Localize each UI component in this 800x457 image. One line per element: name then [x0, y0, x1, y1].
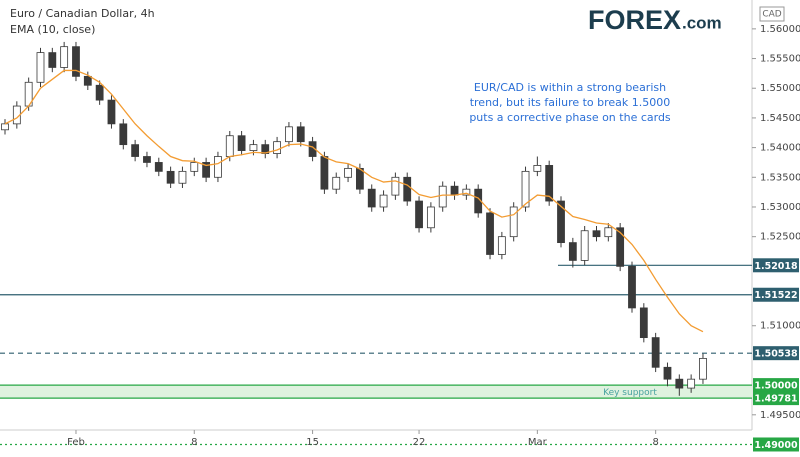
- candle-body: [450, 185, 459, 196]
- candle-body: [486, 212, 494, 255]
- candle-body: [663, 366, 672, 380]
- support-zone: [0, 385, 752, 399]
- candle-body: [214, 156, 222, 178]
- candle-body: [320, 156, 329, 190]
- candle-body: [48, 52, 57, 68]
- y-tick-label: 1.53000: [760, 202, 800, 213]
- candle-body: [438, 185, 447, 208]
- chart-title: Euro / Canadian Dollar, 4h: [10, 7, 155, 20]
- candle-body: [628, 265, 636, 309]
- x-tick-label: 8: [652, 437, 658, 448]
- candle-body: [592, 230, 601, 238]
- candle-body: [675, 378, 684, 389]
- candle-body: [1, 123, 9, 131]
- y-tick-label: 1.56000: [760, 24, 800, 35]
- annotation: trend, but its failure to break 1.5000: [470, 96, 671, 109]
- level-label: 1.50538: [754, 349, 798, 360]
- candle-body: [580, 230, 589, 261]
- candle-body: [285, 126, 293, 143]
- y-tick-label: 1.49500: [760, 410, 800, 421]
- candle-body: [521, 170, 530, 208]
- candle-body: [36, 52, 45, 83]
- candle-body: [237, 135, 246, 151]
- y-tick-label: 1.55500: [760, 54, 800, 65]
- candle-body: [308, 141, 317, 157]
- logo-suffix: .com: [682, 13, 722, 32]
- overlay-legend: EMA (10, close): [10, 23, 95, 36]
- y-tick-label: 1.54000: [760, 143, 800, 154]
- x-tick-label: Mar: [528, 437, 548, 448]
- level-box: [753, 391, 799, 406]
- candle-body: [190, 162, 199, 172]
- candle-body: [403, 176, 412, 202]
- y-tick-label: 1.51000: [760, 321, 800, 332]
- zone-label: Key support: [603, 388, 657, 398]
- candle-body: [533, 165, 542, 172]
- candle-body: [415, 200, 423, 229]
- candle-body: [178, 170, 187, 184]
- candle-body: [273, 141, 281, 154]
- ema-line: [4, 69, 704, 333]
- candle-body: [154, 162, 163, 172]
- candle-body: [143, 156, 151, 163]
- y-tick-label: 1.52500: [760, 232, 800, 243]
- level-box: [753, 437, 799, 452]
- level-label: 1.49781: [754, 394, 797, 405]
- x-tick-label: Feb: [67, 437, 85, 448]
- candle-body: [166, 170, 175, 184]
- candle-body: [72, 46, 80, 77]
- candle-body: [497, 236, 506, 255]
- candle-body: [107, 99, 116, 125]
- candle-body: [462, 188, 471, 196]
- candle-body: [225, 135, 234, 157]
- level-box: [753, 346, 799, 361]
- level-box: [753, 258, 799, 273]
- x-tick-label: 15: [306, 437, 319, 448]
- candle-body: [379, 194, 388, 208]
- level-label: 1.52018: [754, 261, 798, 272]
- candle-body: [687, 378, 696, 389]
- currency: CAD: [762, 10, 781, 20]
- candle-body: [296, 126, 305, 143]
- candle-body: [391, 176, 400, 196]
- level-label: 1.49000: [754, 440, 798, 451]
- x-tick-label: 22: [413, 437, 426, 448]
- candle-body: [651, 337, 660, 368]
- y-tick-label: 1.55000: [760, 83, 800, 94]
- candle-body: [83, 75, 92, 86]
- annotation: puts a corrective phase on the cards: [469, 111, 671, 124]
- candle-body: [249, 144, 258, 151]
- y-tick-label: 1.53500: [760, 172, 800, 183]
- candle-body: [344, 167, 352, 178]
- x-tick-label: 8: [191, 437, 197, 448]
- level-box: [753, 287, 799, 302]
- candle-body: [119, 123, 128, 146]
- candle-body: [332, 176, 341, 190]
- y-tick-label: 1.54500: [760, 113, 800, 124]
- candle-body: [355, 167, 364, 190]
- candle-body: [367, 188, 376, 208]
- candle-body: [699, 357, 707, 380]
- logo-brand: FOREX: [588, 5, 681, 35]
- candle-body: [131, 144, 140, 157]
- candle-body: [60, 46, 69, 68]
- candle-body: [545, 165, 554, 202]
- candle-body: [202, 162, 211, 178]
- level-label: 1.51522: [754, 290, 797, 301]
- level-label: 1.50000: [754, 381, 798, 392]
- candle-body: [426, 206, 435, 229]
- candle-body: [604, 227, 613, 238]
- currency-box: [759, 6, 785, 22]
- candle-body: [568, 242, 577, 261]
- candle-body: [95, 84, 104, 101]
- candle-body: [557, 200, 565, 244]
- level-box: [753, 378, 799, 393]
- annotation: EUR/CAD is within a strong bearish: [474, 81, 666, 94]
- candle-body: [616, 227, 625, 267]
- candle-body: [639, 307, 648, 339]
- candle-body: [509, 206, 518, 238]
